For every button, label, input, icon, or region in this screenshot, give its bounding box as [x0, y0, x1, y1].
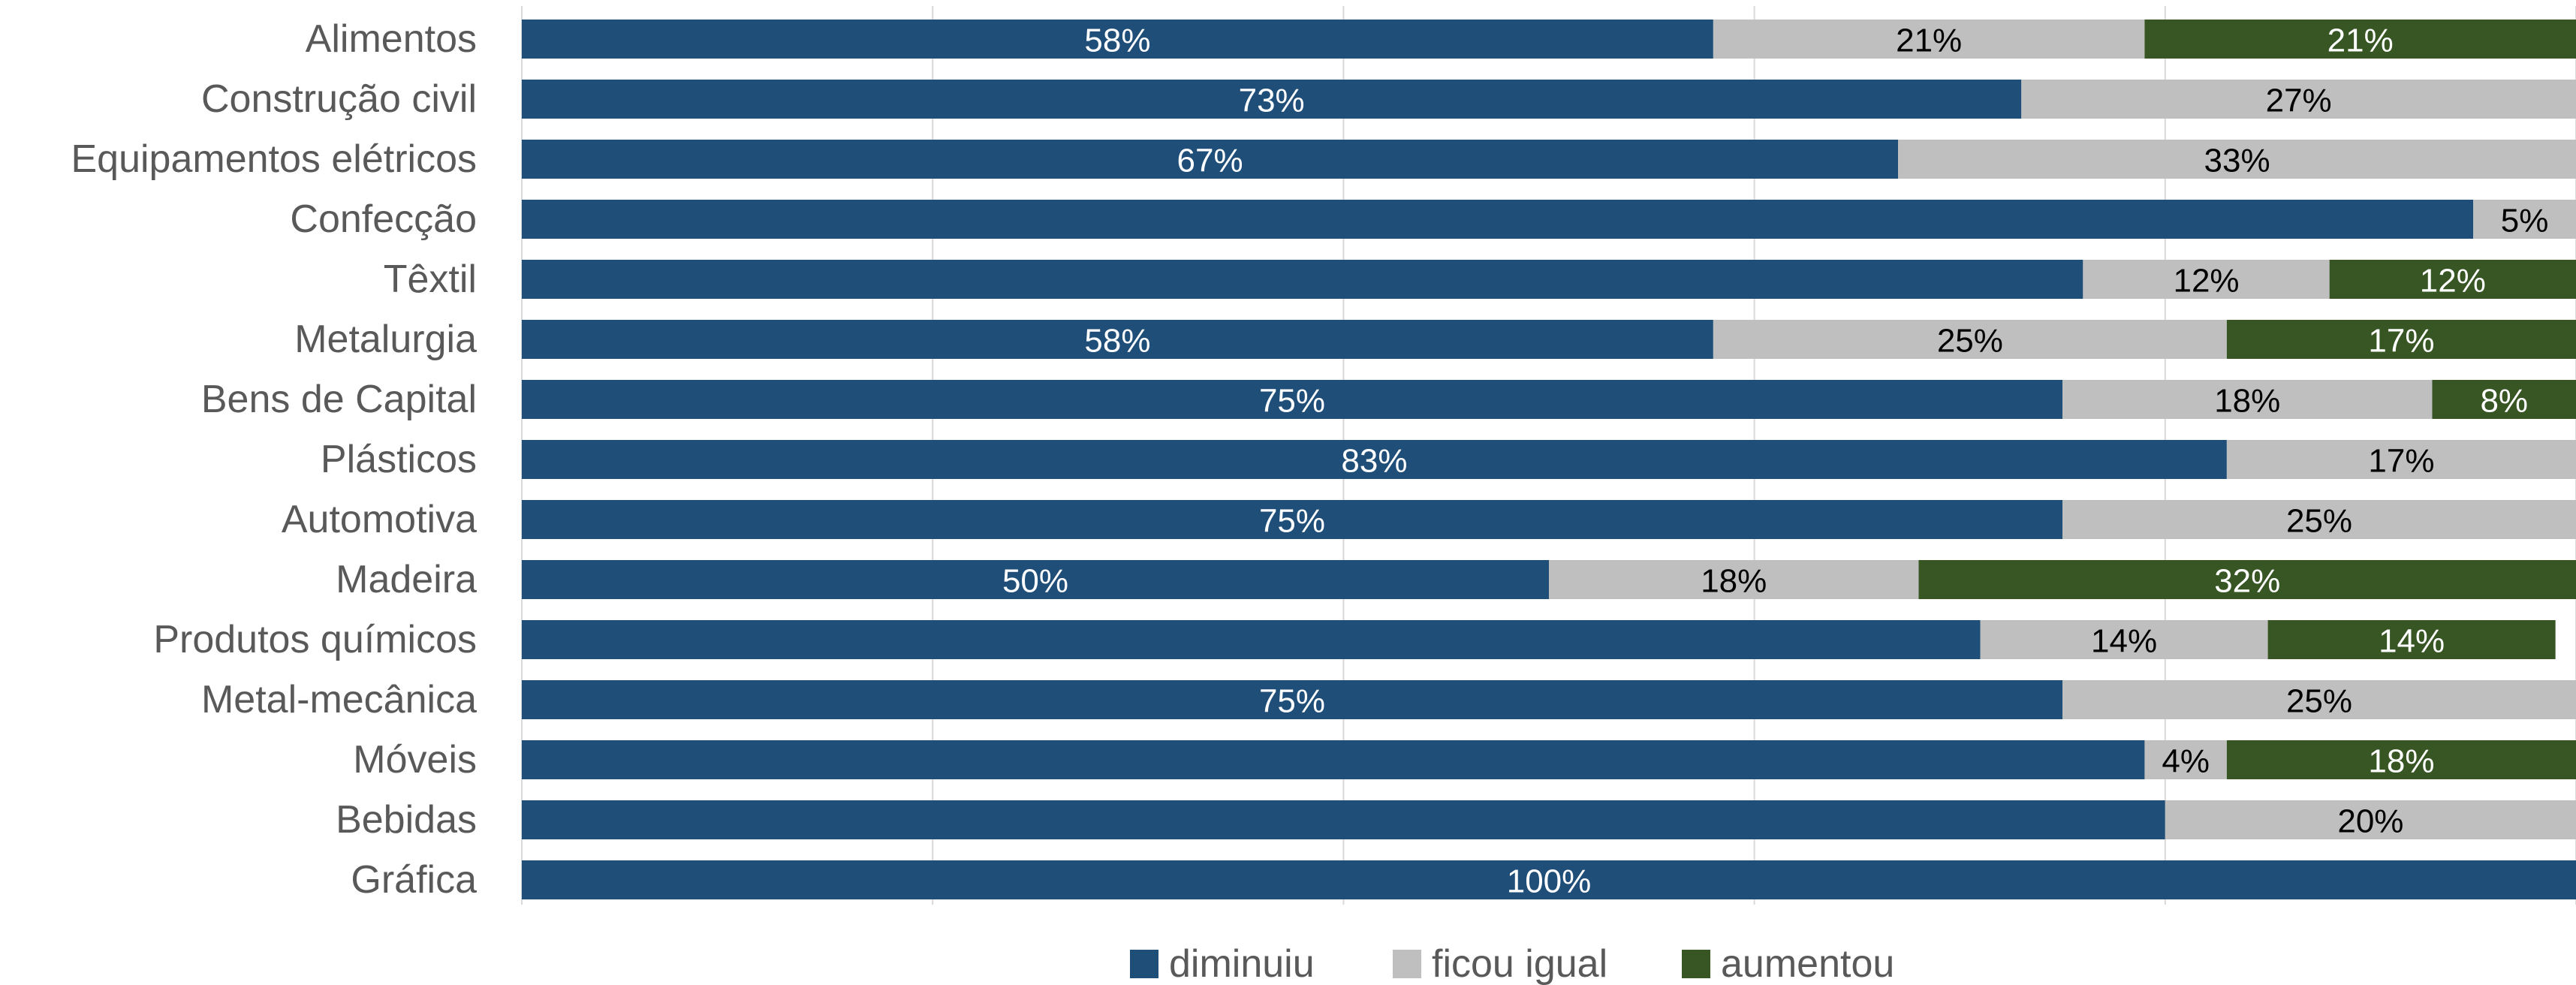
- bar-segment: [2165, 800, 2576, 839]
- bar-segment: [2062, 680, 2576, 719]
- data-label: 8%: [2480, 383, 2528, 420]
- bar-segment: [2144, 20, 2576, 59]
- bar-segment: [522, 200, 2474, 239]
- bar-segment: [2062, 500, 2576, 539]
- data-label: 21%: [2327, 23, 2394, 59]
- bar-segment: [522, 500, 2062, 539]
- data-label: 58%: [1084, 23, 1150, 59]
- data-label: 12%: [2173, 263, 2239, 300]
- data-label: 100%: [1507, 863, 1592, 900]
- legend-label: ficou igual: [1432, 942, 1607, 985]
- data-label: 21%: [1896, 23, 1962, 59]
- bar-segment: [522, 440, 2227, 479]
- bar-segment: [2021, 80, 2576, 119]
- bar-segment: [1713, 20, 2145, 59]
- category-label: Gráfica: [351, 858, 477, 902]
- category-label: Plásticos: [321, 438, 477, 481]
- data-label: 4%: [2162, 743, 2210, 780]
- bar-segment: [522, 20, 1713, 59]
- bar-segment: [522, 800, 2165, 839]
- data-label: 17%: [2368, 443, 2434, 480]
- category-label: Madeira: [336, 558, 477, 601]
- category-label: Alimentos: [306, 17, 477, 61]
- bar-segment: [522, 380, 2062, 419]
- data-label: 18%: [2214, 383, 2280, 420]
- category-label: Confecção: [290, 197, 477, 241]
- legend-swatch: [1130, 950, 1158, 978]
- category-label: Metal-mecânica: [201, 678, 477, 721]
- data-label: 5%: [2501, 203, 2549, 239]
- bar-segment: [522, 80, 2022, 119]
- bar-segment: [2226, 740, 2576, 779]
- bar-segment: [1980, 620, 2268, 659]
- category-label: Móveis: [353, 738, 477, 782]
- bar-segment: [522, 320, 1713, 359]
- bar-segment: [522, 620, 1981, 659]
- bars: [522, 20, 2576, 899]
- data-label: 25%: [1937, 323, 2003, 360]
- category-label: Têxtil: [384, 258, 477, 301]
- data-label: 14%: [2379, 623, 2445, 660]
- legend-swatch: [1682, 950, 1710, 978]
- bar-segment: [2144, 740, 2227, 779]
- bar-segment: [2432, 380, 2576, 419]
- legend: diminuiu ficou igual aumentou: [1130, 942, 1894, 985]
- data-label: 14%: [2091, 623, 2157, 660]
- bar-segment: [2329, 260, 2576, 299]
- bar-segment: [2226, 320, 2576, 359]
- bar-segment: [522, 260, 2083, 299]
- data-label: 58%: [1084, 323, 1150, 360]
- data-label: 67%: [1177, 143, 1243, 179]
- data-label: 25%: [2286, 683, 2352, 720]
- bar-segment: [2267, 620, 2556, 659]
- bar-segment: [1898, 140, 2576, 179]
- data-label: 33%: [2204, 143, 2270, 179]
- data-label: 20%: [2337, 803, 2403, 840]
- category-label: Bens de Capital: [201, 378, 477, 421]
- bar-segment: [2062, 380, 2433, 419]
- category-labels: Alimentos Construção civil Equipamentos el…: [71, 17, 477, 902]
- bar-segment: [522, 140, 1899, 179]
- bar-segment: [1549, 560, 1919, 599]
- bar-segment: [522, 560, 1549, 599]
- category-label: Metalurgia: [294, 318, 477, 361]
- bar-segment: [2473, 200, 2576, 239]
- data-label: 27%: [2266, 83, 2332, 119]
- category-label: Equipamentos elétricos: [71, 137, 477, 181]
- category-label: Produtos químicos: [153, 618, 477, 661]
- data-label: 75%: [1259, 683, 1325, 720]
- data-label: 18%: [2368, 743, 2434, 780]
- legend-label: diminuiu: [1169, 942, 1315, 985]
- category-label: Bebidas: [336, 798, 477, 842]
- data-label: 83%: [1341, 443, 1407, 480]
- data-label: 32%: [2214, 563, 2280, 600]
- category-label: Construção civil: [201, 77, 477, 121]
- data-label: 75%: [1259, 503, 1325, 540]
- legend-label: aumentou: [1721, 942, 1894, 985]
- bar-segment: [1918, 560, 2576, 599]
- category-label: Automotiva: [282, 498, 477, 541]
- data-label: 18%: [1701, 563, 1767, 600]
- data-label: 75%: [1259, 383, 1325, 420]
- data-label: 50%: [1002, 563, 1068, 600]
- data-labels: 58% 21% 21% 73% 27% 67% 33% 5% 12% 12% 58% 25% 17% 75…: [1002, 23, 2548, 900]
- data-label: 73%: [1239, 83, 1305, 119]
- bar-segment: [1713, 320, 2227, 359]
- data-label: 12%: [2420, 263, 2486, 300]
- legend-swatch: [1393, 950, 1421, 978]
- bar-segment: [522, 860, 2576, 899]
- bar-segment: [522, 740, 2145, 779]
- bar-segment: [2226, 440, 2576, 479]
- bar-segment: [2083, 260, 2330, 299]
- bar-segment: [522, 680, 2062, 719]
- data-label: 25%: [2286, 503, 2352, 540]
- data-label: 17%: [2368, 323, 2434, 360]
